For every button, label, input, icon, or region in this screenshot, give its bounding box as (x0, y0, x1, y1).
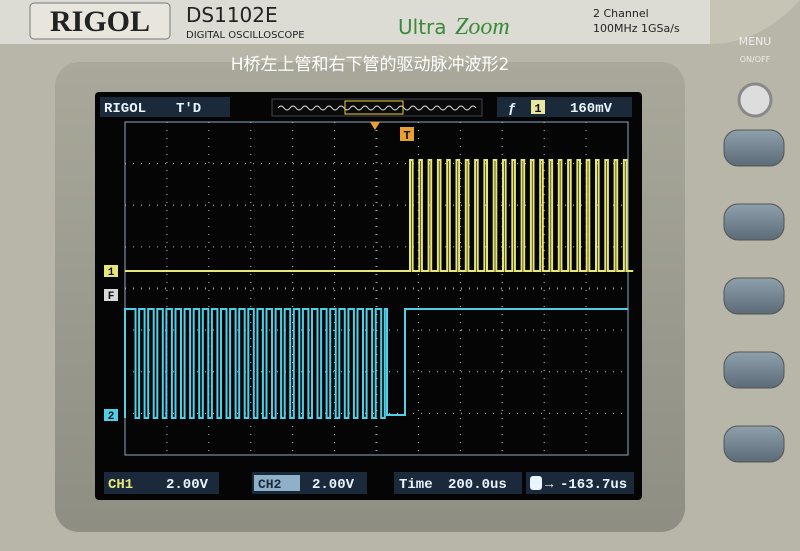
soft-key[interactable] (723, 425, 785, 463)
soft-key[interactable] (723, 203, 785, 241)
specs: 100MHz 1GSa/s (593, 22, 680, 35)
offset-box (526, 472, 634, 494)
ch1-box (104, 472, 219, 494)
channels: 2 Channel (593, 7, 649, 20)
ch1-scale: 2.00V (166, 477, 209, 493)
time-box (394, 472, 522, 494)
ch1-marker: 1 (108, 267, 115, 279)
status-box (100, 97, 230, 117)
brand: RIGOL (50, 5, 150, 38)
ch2-marker-box (104, 409, 118, 421)
trigger-source: 1 (534, 102, 541, 116)
f-marker: F (108, 291, 115, 303)
subtitle: DIGITAL OSCILLOSCOPE (186, 30, 305, 41)
screen (95, 92, 642, 500)
edge-icon: ƒ (508, 101, 516, 117)
source-badge (531, 100, 545, 114)
model: DS1102E (186, 3, 278, 27)
ch2-label-box (254, 475, 300, 491)
trigger-box (497, 97, 632, 117)
zoom-window (344, 100, 404, 115)
trigger-offset: -163.7us (560, 477, 627, 493)
brand-badge (29, 2, 171, 40)
status-mode: T'D (176, 101, 201, 117)
trigger-marker-box (400, 127, 414, 141)
offset-icon (530, 476, 542, 490)
logo-ultra: Ultra (398, 15, 447, 39)
menu-label: MENU (739, 35, 772, 48)
soft-key[interactable] (723, 351, 785, 389)
ch2-marker: 2 (108, 411, 115, 423)
menu-button[interactable] (737, 82, 773, 118)
trigger-marker: T (403, 129, 410, 143)
ch1-waveform (125, 159, 634, 272)
soft-key[interactable] (723, 277, 785, 315)
logo-zoom: Zoom (455, 14, 510, 40)
status-brand: RIGOL (104, 101, 146, 117)
time-label: Time (399, 477, 433, 493)
f-marker-box (104, 289, 118, 301)
trigger-pos-marker (370, 122, 380, 130)
ch2-label: CH2 (258, 477, 282, 492)
soft-keys (723, 129, 785, 463)
ch1-marker-box (104, 265, 118, 277)
caption: H桥左上管和右下管的驱动脉冲波形2 (231, 55, 510, 75)
ch2-scale: 2.00V (312, 477, 355, 493)
memory-trace (277, 105, 477, 111)
time-base: 200.0us (448, 477, 507, 493)
ch2-waveform (124, 308, 628, 419)
trigger-level: 160mV (570, 101, 613, 117)
onoff-label: ON/OFF (740, 55, 771, 64)
memory-bar (271, 98, 483, 117)
soft-key[interactable] (723, 129, 785, 167)
offset-arrow: → (545, 477, 554, 493)
ch1-label: CH1 (108, 477, 133, 493)
